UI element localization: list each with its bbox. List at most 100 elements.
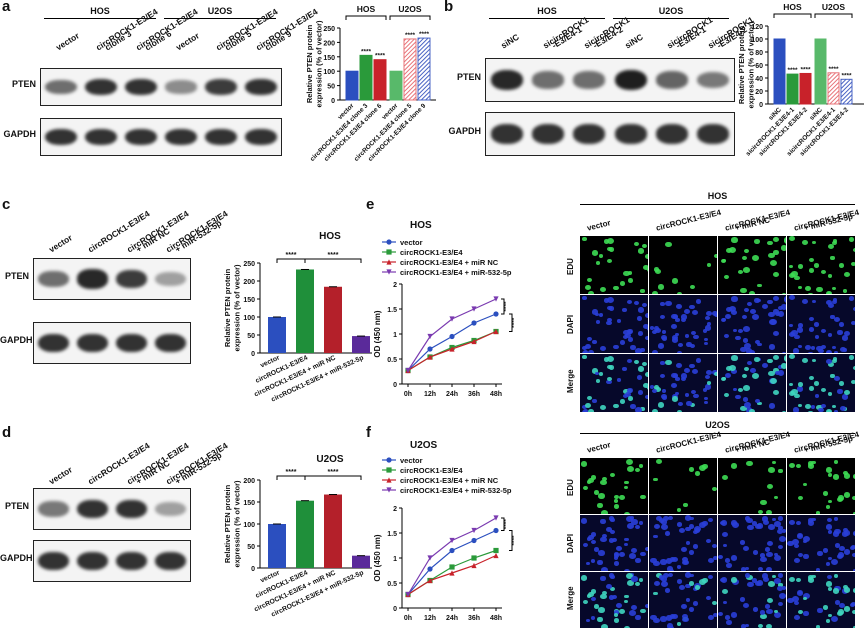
nucleus [791, 539, 799, 546]
nucleus [721, 317, 726, 322]
nucleus [582, 355, 587, 359]
row-label: DAPI [566, 533, 575, 553]
data-point [386, 487, 392, 493]
nucleus [796, 577, 802, 583]
nucleus [679, 528, 685, 534]
nucleus [654, 580, 661, 586]
significance-label: **** [286, 252, 297, 259]
nucleus [743, 385, 750, 391]
nucleus [676, 363, 682, 368]
nucleus [768, 523, 775, 530]
nucleus [766, 567, 773, 571]
nucleus [645, 335, 648, 341]
y-tick-label: 2 [393, 282, 397, 289]
significance-bracket [509, 530, 513, 551]
nucleus [777, 516, 783, 521]
nucleus [740, 623, 747, 628]
blot-band [125, 128, 157, 146]
data-point [427, 566, 433, 572]
nucleus [746, 574, 753, 581]
nucleus [606, 584, 612, 589]
nucleus [814, 393, 820, 398]
nucleus [670, 383, 677, 388]
nucleus [778, 311, 785, 317]
y-tick-label: 50 [247, 544, 255, 551]
nucleus [822, 490, 829, 496]
chart-title: HOS [319, 231, 341, 242]
nucleus [644, 546, 648, 552]
microscopy-image [649, 572, 717, 628]
row-label: EDU [566, 258, 575, 275]
nucleus [583, 485, 589, 490]
nucleus [619, 609, 625, 614]
nucleus [834, 409, 839, 412]
significance-label: **** [503, 519, 510, 530]
microscopy-image [718, 515, 786, 571]
nucleus [706, 262, 712, 268]
nucleus [681, 376, 687, 381]
nucleus [669, 557, 676, 563]
nucleus [811, 574, 816, 579]
microscopy-image [580, 458, 648, 514]
nucleus [661, 581, 668, 588]
nucleus [599, 346, 606, 352]
nucleus [623, 542, 628, 547]
nucleus [680, 373, 688, 379]
nucleus [660, 301, 665, 306]
nucleus [725, 615, 731, 620]
nucleus [853, 568, 855, 571]
nucleus [582, 351, 588, 353]
nucleus [787, 597, 794, 604]
nucleus [635, 524, 641, 529]
nucleus [730, 577, 738, 583]
significance-label: **** [328, 252, 339, 259]
microscopy-image [580, 572, 648, 628]
nucleus [802, 299, 809, 305]
nucleus [667, 566, 674, 571]
y-tick-label: 2 [393, 506, 397, 513]
nucleus [749, 291, 756, 294]
nucleus [655, 387, 662, 393]
nucleus [627, 358, 632, 363]
nucleus [754, 339, 761, 345]
nucleus [852, 588, 855, 594]
nucleus [821, 388, 826, 393]
nucleus [779, 536, 786, 542]
nucleus [685, 572, 692, 578]
pten-blot [33, 258, 191, 300]
chart-title: U2OS [410, 440, 438, 451]
x-tick-label: 48h [490, 391, 502, 398]
nucleus [601, 591, 607, 596]
nucleus [685, 597, 691, 602]
nucleus [623, 537, 629, 542]
y-tick-label: 50 [247, 333, 255, 340]
nucleus [784, 237, 786, 243]
group-bracket [345, 15, 387, 20]
nucleus [676, 579, 682, 584]
nucleus [787, 540, 794, 547]
nucleus [828, 530, 833, 534]
nucleus [657, 343, 664, 349]
row-label: Merge [566, 586, 575, 610]
nucleus [640, 348, 645, 352]
significance-bracket [304, 258, 362, 263]
nucleus [635, 615, 641, 620]
nucleus [772, 517, 777, 522]
nucleus [594, 371, 599, 376]
nucleus [812, 240, 817, 245]
bar [373, 59, 387, 101]
bar [268, 524, 286, 568]
nucleus [598, 493, 605, 499]
nucleus [587, 350, 594, 353]
nucleus [735, 335, 741, 341]
nucleus [686, 401, 692, 407]
nucleus [789, 323, 794, 328]
legend-label: circROCK1-E3/E4 [400, 466, 463, 475]
data-point [449, 564, 455, 570]
nucleus [661, 334, 668, 340]
row-label: DAPI [566, 314, 575, 334]
nucleus [597, 560, 603, 565]
nucleus [792, 348, 800, 353]
nucleus [827, 613, 833, 618]
y-tick-label: 200 [243, 478, 255, 485]
